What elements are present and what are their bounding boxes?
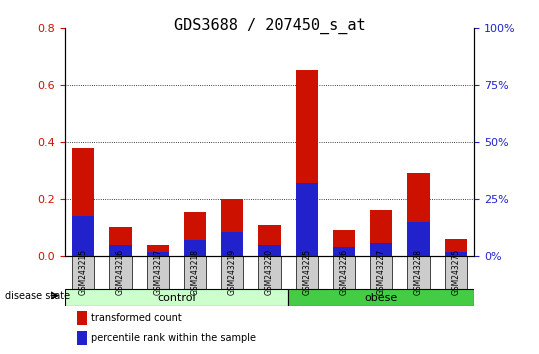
Bar	[184, 240, 206, 256]
FancyBboxPatch shape	[288, 289, 474, 307]
Bar	[333, 247, 355, 256]
Bar	[407, 173, 430, 256]
Bar	[72, 148, 94, 256]
FancyBboxPatch shape	[65, 289, 288, 307]
Bar	[445, 252, 467, 256]
Bar	[370, 210, 392, 256]
Bar	[109, 245, 132, 256]
Text: GSM243228: GSM243228	[414, 249, 423, 295]
Bar	[407, 222, 430, 256]
Bar	[221, 199, 244, 256]
FancyBboxPatch shape	[147, 256, 169, 289]
Bar	[147, 252, 169, 256]
Bar	[221, 232, 244, 256]
Text: GSM243275: GSM243275	[451, 249, 460, 295]
Text: GSM243219: GSM243219	[228, 249, 237, 295]
Bar	[147, 245, 169, 256]
FancyBboxPatch shape	[445, 256, 467, 289]
Text: transformed count: transformed count	[91, 313, 182, 323]
Bar	[72, 216, 94, 256]
Bar	[258, 224, 281, 256]
Text: control: control	[157, 293, 196, 303]
Bar	[77, 331, 87, 345]
Text: percentile rank within the sample: percentile rank within the sample	[91, 333, 257, 343]
Text: GDS3688 / 207450_s_at: GDS3688 / 207450_s_at	[174, 18, 365, 34]
Text: GSM243226: GSM243226	[340, 249, 349, 295]
Text: GSM243225: GSM243225	[302, 249, 311, 295]
Bar	[370, 243, 392, 256]
FancyBboxPatch shape	[109, 256, 132, 289]
FancyBboxPatch shape	[72, 256, 94, 289]
Bar	[77, 310, 87, 325]
FancyBboxPatch shape	[258, 256, 281, 289]
Text: GSM243216: GSM243216	[116, 249, 125, 295]
Bar	[184, 212, 206, 256]
FancyBboxPatch shape	[295, 256, 318, 289]
Text: GSM243227: GSM243227	[377, 249, 386, 295]
Text: GSM243220: GSM243220	[265, 249, 274, 295]
Text: GSM243215: GSM243215	[79, 249, 88, 295]
FancyBboxPatch shape	[184, 256, 206, 289]
FancyBboxPatch shape	[221, 256, 244, 289]
Text: GSM243218: GSM243218	[190, 249, 199, 295]
Bar	[333, 230, 355, 256]
FancyBboxPatch shape	[333, 256, 355, 289]
FancyBboxPatch shape	[370, 256, 392, 289]
Bar	[258, 245, 281, 256]
FancyBboxPatch shape	[407, 256, 430, 289]
Text: obese: obese	[364, 293, 398, 303]
Text: GSM243217: GSM243217	[153, 249, 162, 295]
Text: disease state: disease state	[5, 291, 71, 301]
Bar	[295, 183, 318, 256]
Bar	[445, 239, 467, 256]
Bar	[295, 70, 318, 256]
Bar	[109, 227, 132, 256]
